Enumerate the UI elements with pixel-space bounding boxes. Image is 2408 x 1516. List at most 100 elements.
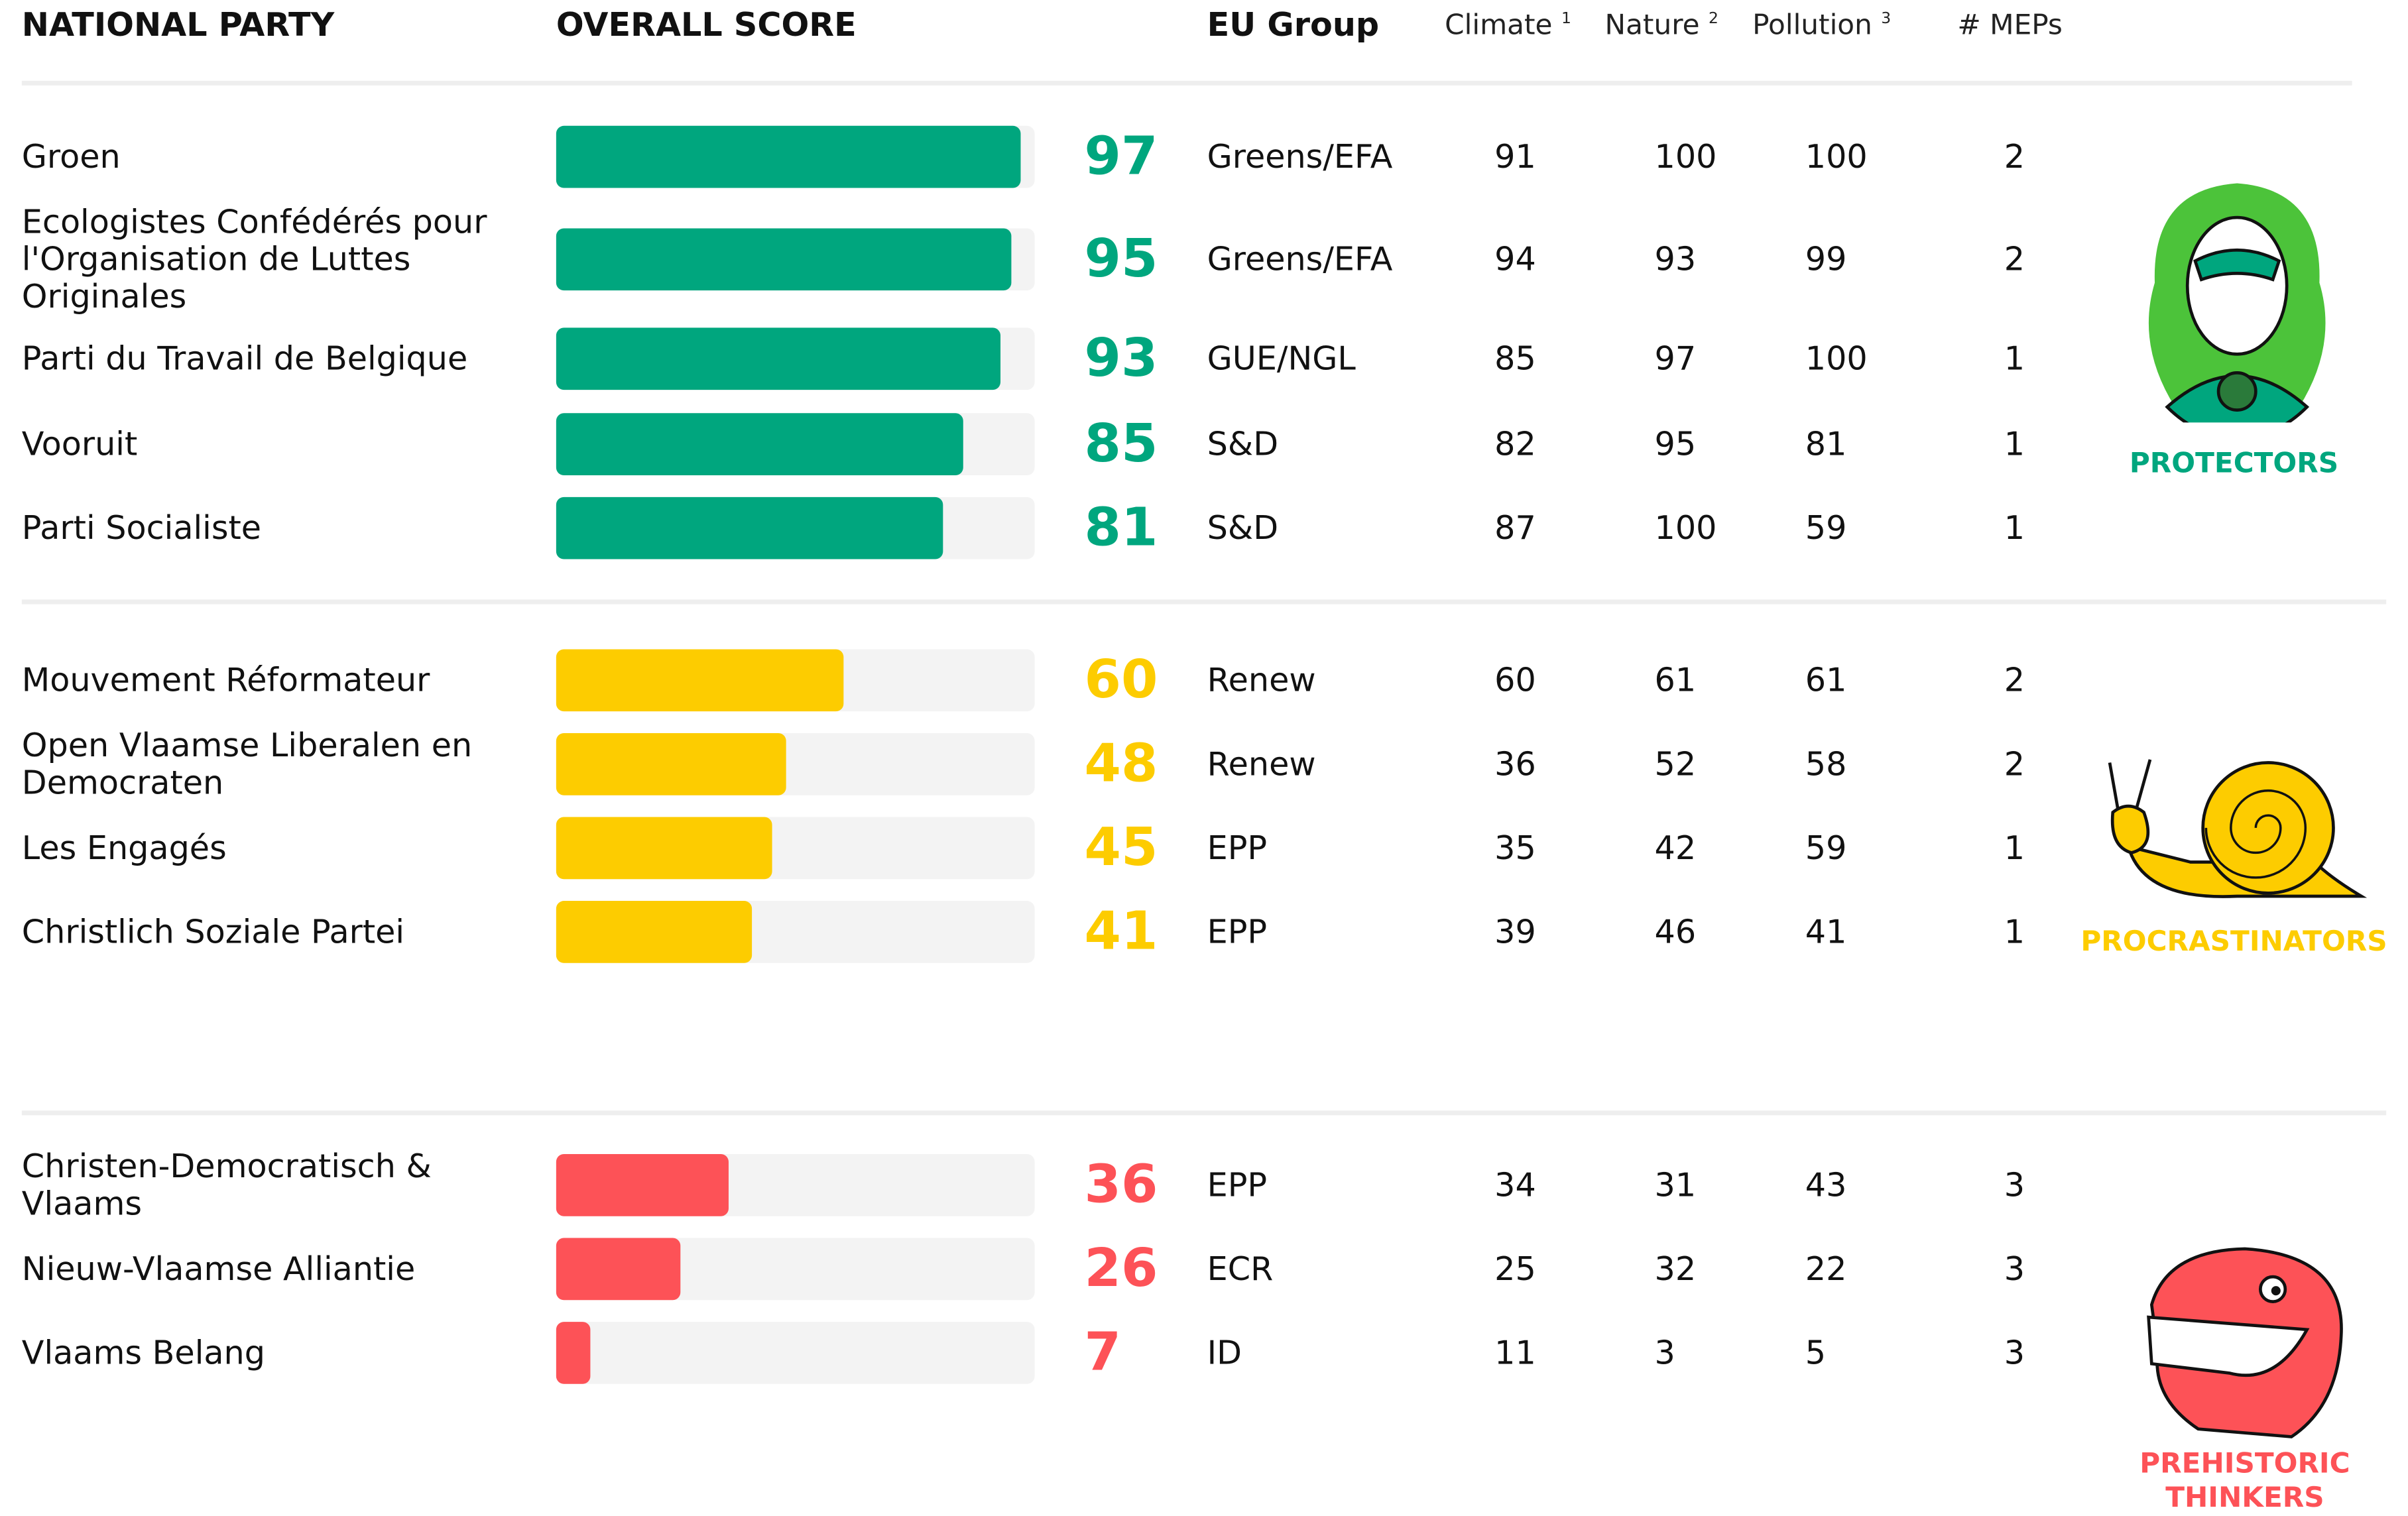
eu-group-cell: EPP [1207, 1154, 1267, 1216]
prehistoric-icon [2136, 1243, 2354, 1445]
meps-cell: 1 [2004, 901, 2025, 963]
score-value: 41 [1085, 901, 1158, 963]
footnote-mark: 3 [1881, 11, 1891, 28]
pollution-cell: 100 [1805, 126, 1868, 188]
meps-cell: 2 [2004, 126, 2025, 188]
score-bar [556, 649, 843, 711]
climate-cell: 36 [1494, 733, 1536, 795]
score-value: 81 [1085, 497, 1158, 559]
meps-cell: 1 [2004, 327, 2025, 390]
meps-cell: 1 [2004, 497, 2025, 559]
separator [22, 81, 2352, 86]
party-name: Christlich Soziale Partei [22, 870, 516, 994]
score-bar [556, 1322, 589, 1384]
score-bar [556, 327, 1001, 390]
bar-track [556, 413, 1035, 475]
eu-group-cell: Renew [1207, 733, 1316, 795]
nature-cell: 93 [1655, 228, 1697, 290]
scorecard: NATIONAL PARTY OVERALL SCORE EU Group Cl… [0, 0, 2408, 1493]
score-bar [556, 228, 1011, 290]
score-bar [556, 413, 963, 475]
score-bar [556, 901, 752, 963]
bar-track [556, 733, 1035, 795]
party-name: Parti Socialiste [22, 466, 516, 590]
meps-cell: 1 [2004, 817, 2025, 880]
eu-group-cell: S&D [1207, 497, 1279, 559]
separator [22, 599, 2386, 604]
meps-cell: 2 [2004, 228, 2025, 290]
party-name: Vlaams Belang [22, 1291, 516, 1415]
pollution-cell: 59 [1805, 497, 1847, 559]
procrastinator-icon [2097, 753, 2377, 908]
header-climate: Climate 1 [1445, 9, 1571, 42]
bar-track [556, 817, 1035, 880]
score-bar [556, 497, 944, 559]
bar-track [556, 327, 1035, 390]
score-value: 85 [1085, 413, 1158, 475]
header-party: NATIONAL PARTY [22, 6, 334, 43]
nature-cell: 31 [1655, 1154, 1697, 1216]
nature-cell: 46 [1655, 901, 1697, 963]
climate-cell: 87 [1494, 497, 1536, 559]
score-bar [556, 126, 1020, 188]
bar-track [556, 228, 1035, 290]
meps-cell: 3 [2004, 1154, 2025, 1216]
nature-cell: 100 [1655, 126, 1717, 188]
meps-cell: 3 [2004, 1238, 2025, 1301]
eu-group-cell: Greens/EFA [1207, 126, 1393, 188]
score-bar [556, 1238, 681, 1301]
score-bar [556, 733, 786, 795]
nature-cell: 3 [1655, 1322, 1675, 1384]
nature-cell: 95 [1655, 413, 1697, 475]
eu-group-cell: EPP [1207, 901, 1267, 963]
pollution-cell: 58 [1805, 733, 1847, 795]
protector-icon [2136, 174, 2338, 422]
meps-cell: 2 [2004, 649, 2025, 711]
score-value: 45 [1085, 817, 1158, 880]
group-label: PROCRASTINATORS [2063, 926, 2405, 961]
nature-cell: 42 [1655, 817, 1697, 880]
score-value: 48 [1085, 733, 1158, 795]
climate-cell: 34 [1494, 1154, 1536, 1216]
header-nature: Nature 2 [1605, 9, 1718, 42]
nature-cell: 52 [1655, 733, 1697, 795]
header-text: Pollution [1752, 9, 1872, 42]
score-bar [556, 1154, 729, 1216]
climate-cell: 85 [1494, 327, 1536, 390]
page: NATIONAL PARTY OVERALL SCORE EU Group Cl… [0, 0, 2408, 1493]
climate-cell: 60 [1494, 649, 1536, 711]
bar-track [556, 1154, 1035, 1216]
eu-group-cell: S&D [1207, 413, 1279, 475]
score-value: 93 [1085, 327, 1158, 390]
header-pollution: Pollution 3 [1752, 9, 1891, 42]
header-text: Climate [1445, 9, 1552, 42]
pollution-cell: 99 [1805, 228, 1847, 290]
eu-group-cell: Greens/EFA [1207, 228, 1393, 290]
header-eu-group: EU Group [1207, 6, 1379, 43]
climate-cell: 94 [1494, 228, 1536, 290]
eu-group-cell: ECR [1207, 1238, 1274, 1301]
nature-cell: 32 [1655, 1238, 1697, 1301]
pollution-cell: 41 [1805, 901, 1847, 963]
score-value: 26 [1085, 1238, 1158, 1301]
header-text: Nature [1605, 9, 1700, 42]
score-bar [556, 817, 772, 880]
climate-cell: 91 [1494, 126, 1536, 188]
score-value: 7 [1085, 1322, 1121, 1384]
climate-cell: 35 [1494, 817, 1536, 880]
eu-group-cell: GUE/NGL [1207, 327, 1356, 390]
group-label: PREHISTORIC THINKERS [2074, 1448, 2408, 1516]
climate-cell: 39 [1494, 901, 1536, 963]
nature-cell: 61 [1655, 649, 1697, 711]
score-value: 60 [1085, 649, 1158, 711]
score-value: 97 [1085, 126, 1158, 188]
pollution-cell: 22 [1805, 1238, 1847, 1301]
nature-cell: 100 [1655, 497, 1717, 559]
pollution-cell: 5 [1805, 1322, 1826, 1384]
bar-track [556, 901, 1035, 963]
meps-cell: 1 [2004, 413, 2025, 475]
eu-group-cell: EPP [1207, 817, 1267, 880]
bar-track [556, 1322, 1035, 1384]
climate-cell: 82 [1494, 413, 1536, 475]
nature-cell: 97 [1655, 327, 1697, 390]
